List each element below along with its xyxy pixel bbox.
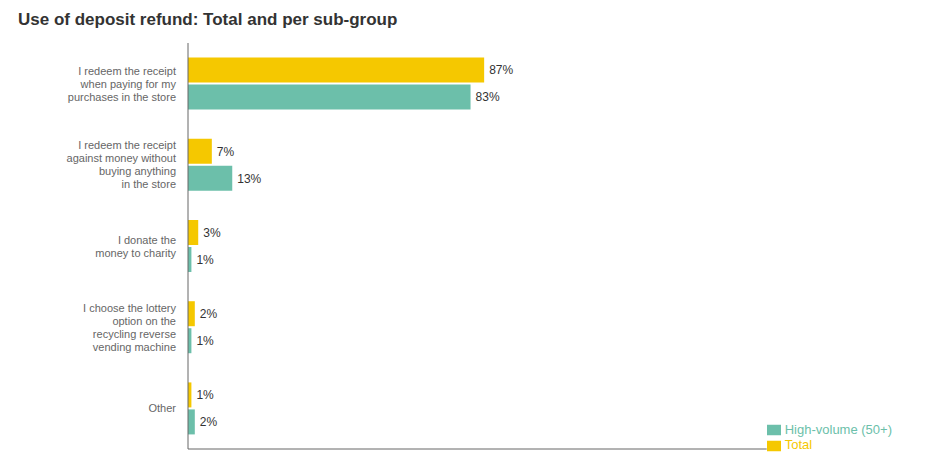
svg-text:3%: 3% — [203, 226, 221, 240]
svg-text:I choose the lotteryoption on: I choose the lotteryoption on therecycli… — [83, 302, 176, 353]
svg-text:1%: 1% — [196, 253, 214, 267]
svg-text:87%: 87% — [489, 63, 513, 77]
svg-text:1%: 1% — [196, 334, 214, 348]
svg-text:Other: Other — [148, 402, 176, 414]
html-text:Use of deposit refund: Total a: Use of deposit refund: Total and per sub… — [18, 10, 398, 29]
html-text:High-volume (50+): High-volume (50+) — [784, 421, 892, 437]
svg-text:13%: 13% — [237, 172, 261, 186]
html-text:Total: Total — [784, 437, 813, 453]
svg-text:2%: 2% — [200, 415, 218, 429]
svg-text:1%: 1% — [196, 388, 214, 402]
svg-text:7%: 7% — [217, 145, 235, 159]
svg-text:I redeem the receiptwhen payin: I redeem the receiptwhen paying for mypu… — [68, 65, 177, 103]
svg-text:I redeem the receiptagainst mo: I redeem the receiptagainst money withou… — [67, 139, 176, 190]
svg-text:I donate themoney to charity: I donate themoney to charity — [95, 234, 176, 259]
svg-text:83%: 83% — [476, 90, 500, 104]
svg-text:2%: 2% — [200, 307, 218, 321]
